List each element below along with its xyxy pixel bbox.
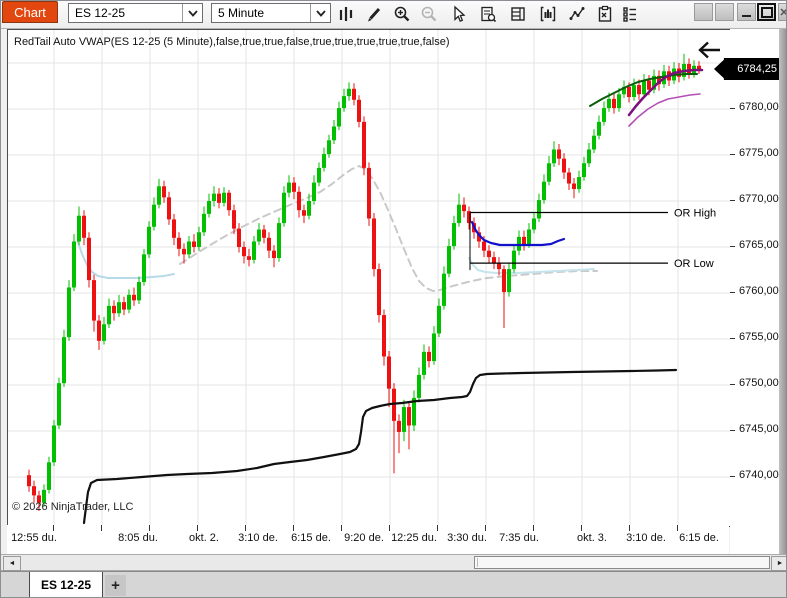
strategies-icon[interactable] — [594, 4, 616, 24]
price-axis-label: 6750,00 — [739, 377, 779, 389]
price-axis-tick — [730, 246, 735, 247]
price-axis-label: 6760,00 — [739, 285, 779, 297]
opening-range: OR High OR Low — [469, 208, 716, 271]
time-axis-label: 6:15 de. — [679, 532, 719, 544]
indicators-icon[interactable] — [566, 4, 588, 24]
price-axis-tick — [730, 476, 735, 477]
session-vwap-late — [468, 257, 595, 274]
time-axis-label: 3:30 du. — [447, 532, 487, 544]
time-axis-tick — [629, 525, 630, 531]
interval-value: 5 Minute — [218, 6, 265, 20]
time-axis-label: 6:15 de. — [291, 532, 331, 544]
last-price-tag: 6784,25 — [714, 58, 780, 80]
cursor-icon[interactable] — [447, 4, 469, 24]
price-axis-label: 6745,00 — [739, 423, 779, 435]
instrument-selector[interactable]: ES 12-25 — [68, 3, 203, 23]
window-extra-button-2[interactable] — [715, 3, 734, 21]
price-axis-tick — [730, 292, 735, 293]
or-high-label: OR High — [674, 208, 716, 220]
price-axis-label: 6740,00 — [739, 469, 779, 481]
window-extra-button-1[interactable] — [694, 3, 713, 21]
time-axis-label: okt. 2. — [189, 532, 219, 544]
price-axis-tick — [730, 200, 735, 201]
time-axis-tick — [677, 525, 678, 531]
time-axis-tick — [245, 525, 246, 531]
chart-window-tab[interactable]: Chart — [2, 1, 58, 23]
time-axis-tick — [293, 525, 294, 531]
interval-selector[interactable]: 5 Minute — [211, 3, 331, 23]
time-axis-tick — [341, 525, 342, 531]
time-axis-label: okt. 3. — [577, 532, 607, 544]
time-axis-tick — [149, 525, 150, 531]
price-axis-tick — [730, 384, 735, 385]
vwap-darkgreen-line — [589, 73, 698, 107]
time-axis-label: 12:55 du. — [11, 532, 57, 544]
minimize-icon[interactable] — [737, 3, 756, 21]
price-axis-tick — [730, 338, 735, 339]
time-axis-tick — [581, 525, 582, 531]
price-axis-label: 6755,00 — [739, 331, 779, 343]
time-axis-label: 12:25 du. — [391, 532, 437, 544]
toolbar: Chart ES 12-25 5 Minute — [1, 1, 786, 29]
price-axis-label: 6780,00 — [739, 101, 779, 113]
time-axis-tick — [101, 525, 102, 531]
or-midpoint-blue-line — [470, 220, 566, 247]
dashed-ma — [179, 165, 598, 292]
price-axis[interactable]: 6784,25 6780,00 6775,00 6770,00 6765,00 6760… — [714, 29, 780, 554]
chevron-down-icon[interactable] — [310, 4, 330, 22]
indicator-title: RedTail Auto VWAP(ES 12-25 (5 Minute),fa… — [14, 36, 450, 48]
session-vwap-early — [77, 241, 175, 279]
time-axis-label: 8:05 du. — [118, 532, 158, 544]
price-style-icon[interactable] — [335, 4, 357, 24]
window-right-edge — [779, 29, 786, 554]
time-axis-tick — [533, 525, 534, 531]
chevron-down-icon[interactable] — [182, 4, 202, 22]
zoom-in-icon[interactable] — [391, 4, 413, 24]
close-icon[interactable]: ✕ — [778, 3, 786, 21]
chart-svg: OR High OR Low — [8, 30, 730, 526]
zoom-out-icon — [418, 4, 440, 24]
scroll-right-icon[interactable]: ► — [771, 556, 786, 571]
tab-es-12-25[interactable]: ES 12-25 — [29, 572, 103, 597]
time-axis-tick — [485, 525, 486, 531]
instrument-value: ES 12-25 — [75, 6, 126, 20]
properties-icon[interactable] — [619, 4, 641, 24]
price-axis-tick — [730, 430, 735, 431]
vwap-magenta-band — [628, 93, 701, 127]
time-axis-label: 3:10 de. — [238, 532, 278, 544]
indicator-lines-over — [82, 68, 704, 525]
time-axis-tick — [437, 525, 438, 531]
chart-plot-area[interactable]: OR High OR Low RedTail Auto VWAP(ES 12-25… — [7, 29, 731, 527]
scroll-to-latest-arrow-icon[interactable] — [694, 38, 722, 62]
time-axis[interactable]: 12:55 du. 8:05 du. okt. 2. 3:10 de. 6:15 de.… — [7, 525, 729, 554]
scroll-left-icon[interactable]: ◄ — [3, 556, 21, 571]
time-axis-tick — [197, 525, 198, 531]
chart-trader-icon[interactable] — [507, 4, 529, 24]
copyright-text: © 2026 NinjaTrader, LLC — [12, 501, 134, 513]
time-axis-label: 9:20 de. — [344, 532, 384, 544]
time-axis-label: 7:35 du. — [499, 532, 539, 544]
time-axis-tick — [389, 525, 390, 531]
drawing-tools-icon[interactable] — [363, 4, 385, 24]
price-axis-label: 6770,00 — [739, 193, 779, 205]
price-axis-label: 6765,00 — [739, 239, 779, 251]
or-low-label: OR Low — [674, 258, 714, 270]
candles — [27, 53, 701, 512]
indicator-lines-under — [77, 165, 598, 292]
maximize-icon[interactable] — [757, 3, 776, 21]
time-axis-label: 3:10 de. — [626, 532, 666, 544]
time-axis-tick — [53, 525, 54, 531]
data-box-icon[interactable] — [477, 4, 499, 24]
vwap-purple-line — [627, 68, 704, 117]
bar-type-icon[interactable] — [537, 4, 559, 24]
price-axis-label: 6775,00 — [739, 147, 779, 159]
price-axis-tick — [730, 154, 735, 155]
tab-bar: ES 12-25 + — [1, 571, 786, 597]
price-axis-tick — [730, 108, 735, 109]
add-tab-button[interactable]: + — [105, 575, 126, 596]
scrollbar-thumb[interactable] — [474, 556, 770, 569]
cumulative-volume-line — [82, 368, 678, 525]
horizontal-scrollbar[interactable]: ◄ ► — [1, 554, 786, 571]
